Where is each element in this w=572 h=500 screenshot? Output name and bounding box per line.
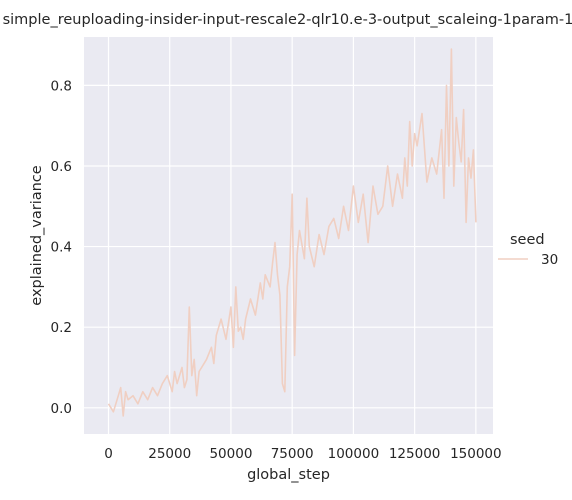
grid [84, 37, 493, 434]
chart-title: simple_reuploading-insider-input-rescale… [3, 12, 572, 28]
legend: seed 30 [498, 232, 558, 268]
x-tick-label: 150000 [450, 446, 502, 462]
y-tick-labels: 0.0 0.2 0.4 0.6 0.8 [51, 78, 72, 416]
y-tick-label: 0.6 [51, 159, 72, 175]
plot-area [84, 37, 493, 434]
y-tick-label: 0.0 [51, 401, 72, 417]
x-tick-labels: 0 25000 50000 75000 100000 125000 150000 [104, 446, 501, 462]
series-layer [107, 48, 477, 417]
x-tick-label: 125000 [389, 446, 441, 462]
x-tick-label: 75000 [271, 446, 314, 462]
legend-title: seed [510, 232, 545, 248]
y-tick-label: 0.4 [51, 240, 72, 256]
series-line-30 [107, 48, 477, 417]
x-axis-label: global_step [247, 467, 330, 483]
legend-label-30: 30 [541, 252, 558, 268]
x-tick-label: 25000 [148, 446, 191, 462]
x-tick-label: 0 [104, 446, 113, 462]
y-tick-label: 0.8 [51, 78, 72, 94]
y-tick-label: 0.2 [51, 320, 72, 336]
x-tick-label: 100000 [328, 446, 380, 462]
y-axis-label: explained_variance [29, 165, 45, 305]
x-tick-label: 50000 [209, 446, 252, 462]
